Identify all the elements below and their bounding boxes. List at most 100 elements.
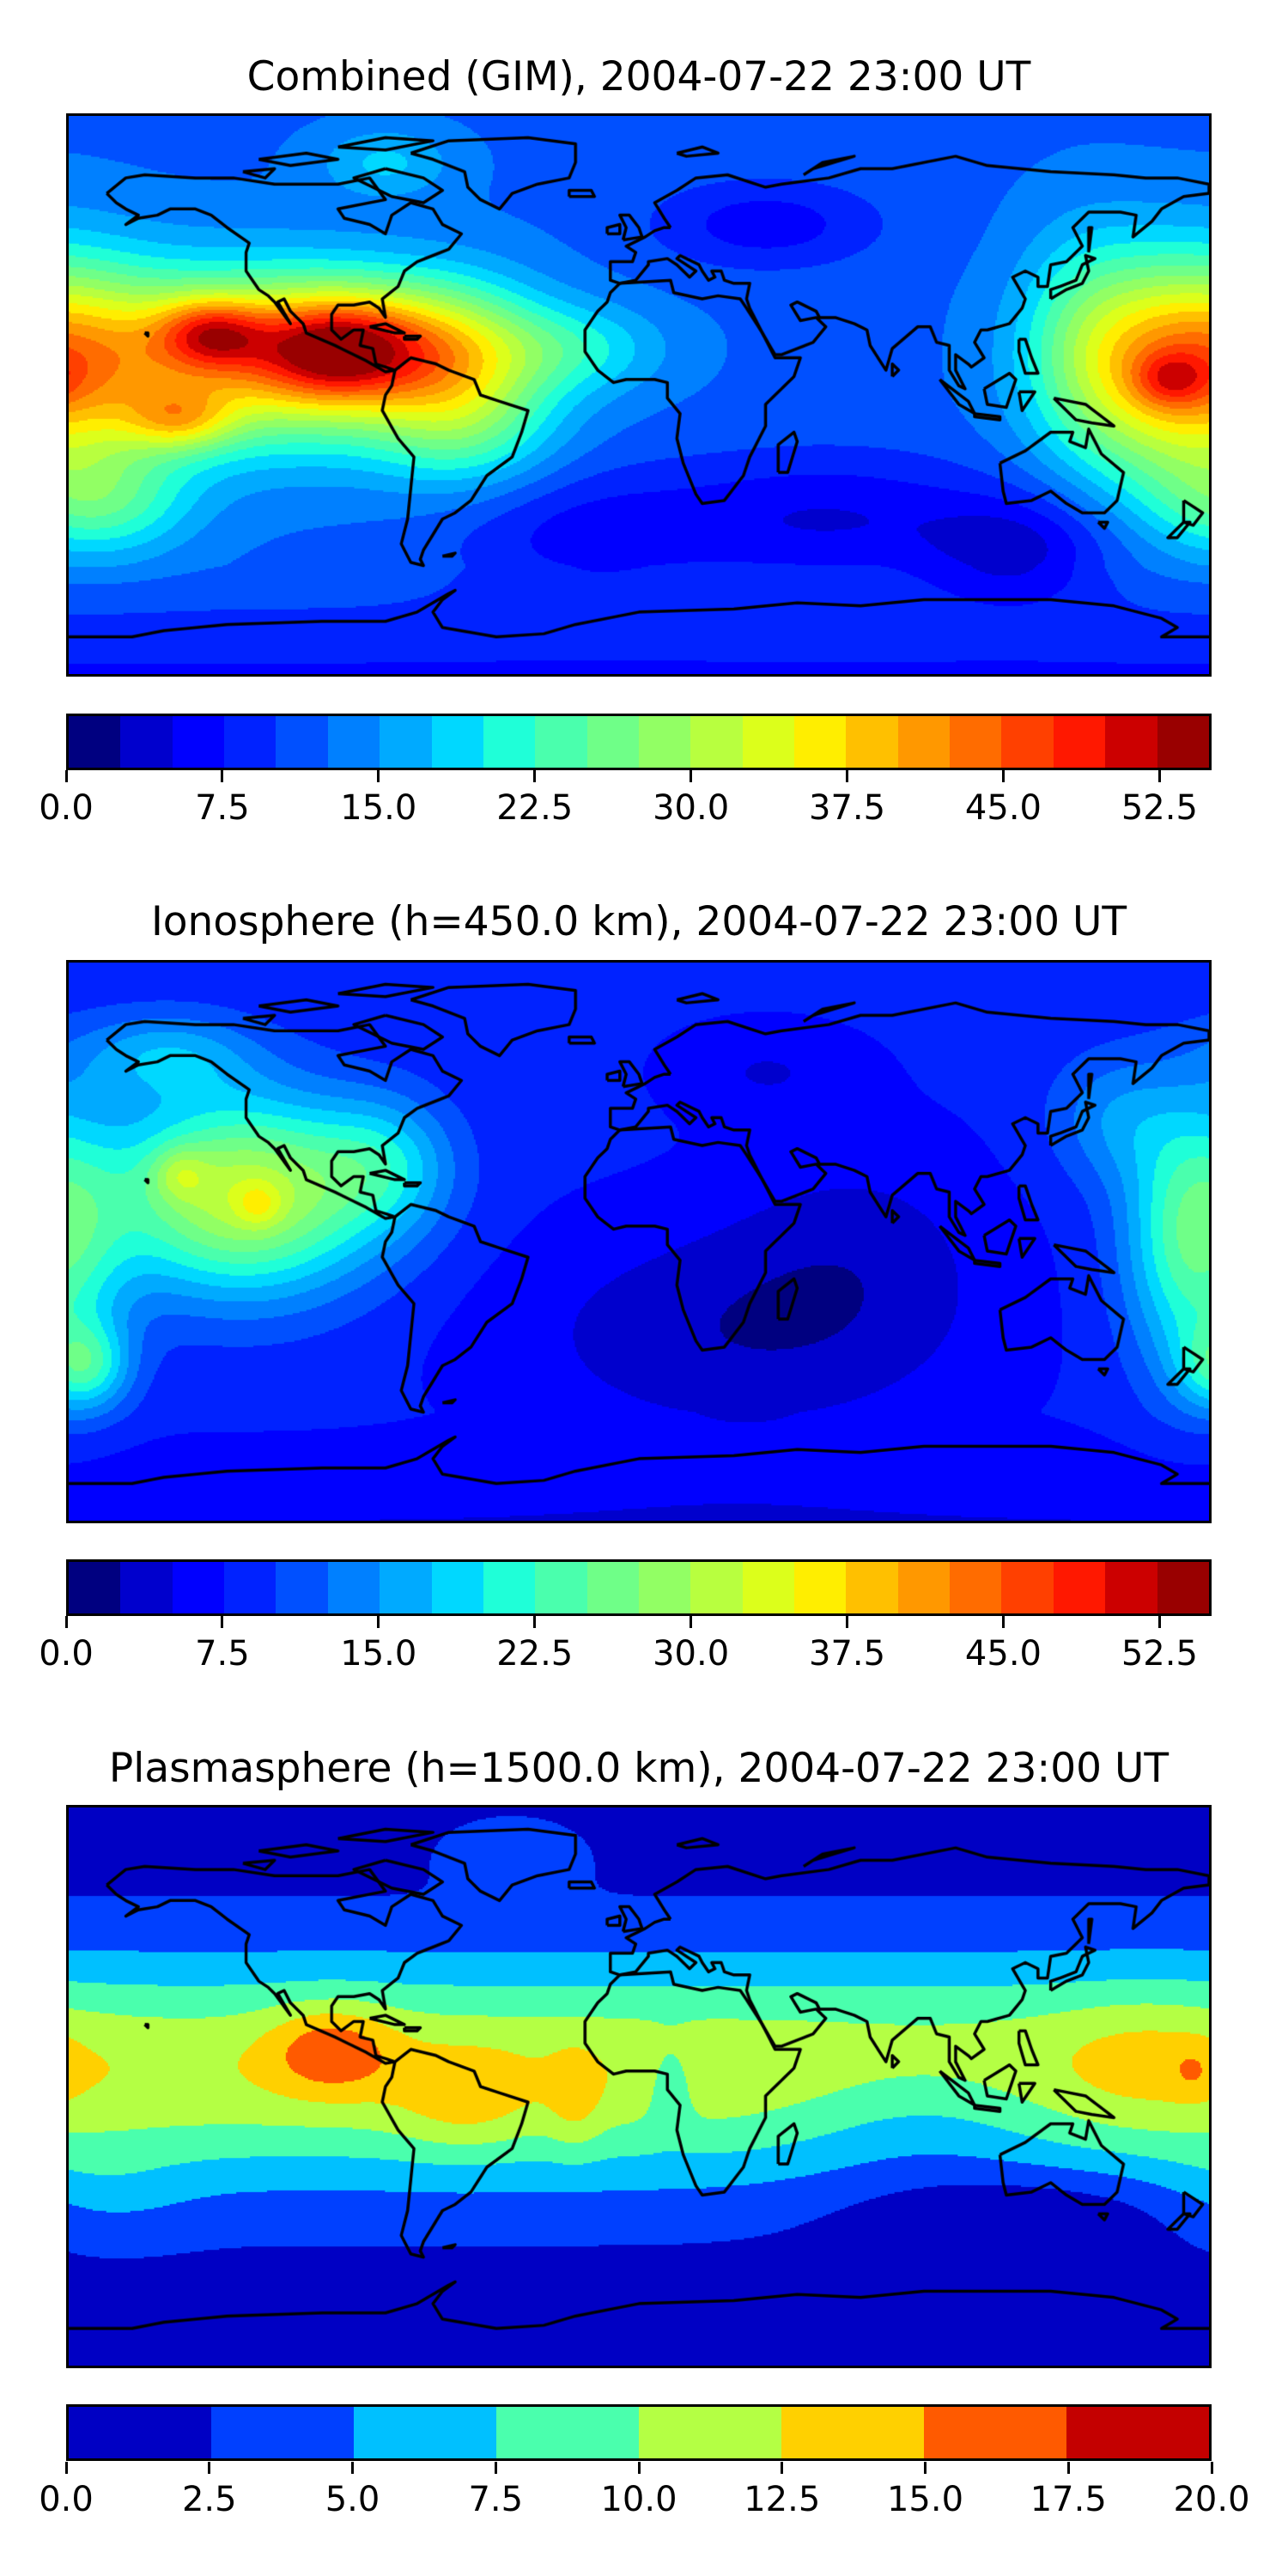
colorbar-tick-mark [637,2462,641,2474]
colorbar-swatch [69,1562,121,1613]
colorbar-swatch [950,1562,1002,1613]
colorbar-combined [66,714,1212,770]
colorbar-swatch [224,716,276,768]
colorbar-swatch [120,1562,173,1613]
colorbar-tick-label: 0.0 [39,2480,94,2519]
colorbar-tick-label: 45.0 [964,788,1042,828]
colorbar-tick-label: 45.0 [964,1634,1042,1674]
colorbar-swatch [327,716,380,768]
colorbar-swatch [742,1562,795,1613]
colorbar-tick-mark [208,2462,211,2474]
colorbar-tick-label: 10.0 [600,2480,677,2519]
colorbar-swatch [431,716,483,768]
panel-title-plasmasphere: Plasmasphere (h=1500.0 km), 2004-07-22 2… [108,1745,1170,1792]
colorbar-tick-label: 30.0 [653,1634,730,1674]
colorbar-tick-label: 20.0 [1173,2480,1250,2519]
colorbar-tick-mark [494,2462,497,2474]
colorbar-swatch [211,2407,354,2458]
colorbar-tick-mark [1001,1616,1005,1628]
colorbar-swatch [924,2407,1066,2458]
colorbar-swatch [1001,716,1054,768]
map-combined-gim [66,113,1212,677]
colorbar-swatch [535,1562,587,1613]
colorbar-swatch [69,716,121,768]
colorbar-tick-label: 15.0 [340,1634,417,1674]
colorbar-tick-label: 0.0 [39,788,94,828]
colorbar-tick-label: 52.5 [1121,788,1198,828]
colorbar-swatch [483,1562,536,1613]
colorbar-tick-mark [846,770,849,782]
colorbar-tick-mark [846,1616,849,1628]
colorbar-tick-mark [1210,2462,1213,2474]
colorbar-swatch [483,716,536,768]
colorbar-ticks-plasmasphere: 0.0 2.5 5.0 7.5 10.0 12.5 15.0 17.5 20.0 [39,2462,1250,2522]
colorbar-swatch [897,1562,951,1613]
colorbar-swatch [639,2407,781,2458]
colorbar-swatch [1001,1562,1054,1613]
colorbar-tick-label: 7.5 [468,2480,524,2519]
colorbar-swatch [846,1562,898,1613]
colorbar-tick-label: 7.5 [195,788,250,828]
colorbar-ticks-combined: 0.0 7.5 15.0 22.5 30.0 37.5 45.0 52.5 [39,770,1212,830]
colorbar-swatch [794,716,847,768]
colorbar-tick-label: 30.0 [653,788,730,828]
colorbar-swatch [535,716,587,768]
colorbar-swatch [638,716,691,768]
colorbar-tick-mark [351,2462,354,2474]
colorbar-swatch [354,2407,496,2458]
tec-contour-canvas [69,116,1209,674]
colorbar-tick-mark [1001,770,1005,782]
colorbar-swatch [742,716,795,768]
colorbar-tick-mark [533,770,537,782]
colorbar-tick-label: 7.5 [195,1634,250,1674]
colorbar-tick-label: 37.5 [809,1634,886,1674]
colorbar-tick-mark [1157,770,1161,782]
colorbar-swatch [1053,716,1106,768]
colorbar-swatch [276,1562,328,1613]
colorbar-swatch [327,1562,380,1613]
colorbar-swatch [1053,1562,1106,1613]
colorbar-swatch [380,1562,432,1613]
colorbar-tick-mark [377,1616,380,1628]
colorbar-tick-label: 37.5 [809,788,886,828]
colorbar-swatch [950,716,1002,768]
tec-contour-canvas [69,1807,1209,2366]
colorbar-ionosphere [66,1559,1212,1616]
colorbar-swatch [586,716,639,768]
colorbar-swatch [1105,716,1157,768]
colorbar-tick-label: 0.0 [39,1634,94,1674]
panel-title-ionosphere: Ionosphere (h=450.0 km), 2004-07-22 23:0… [150,898,1127,945]
colorbar-swatch [846,716,898,768]
map-ionosphere [66,960,1212,1523]
colorbar-tick-mark [533,1616,537,1628]
colorbar-tick-label: 5.0 [325,2480,380,2519]
colorbar-swatch [380,716,432,768]
colorbar-tick-mark [924,2462,927,2474]
colorbar-tick-mark [64,1616,68,1628]
map-plasmasphere [66,1805,1212,2368]
colorbar-swatch [172,716,225,768]
colorbar-swatch [120,716,173,768]
colorbar-tick-mark [690,1616,693,1628]
colorbar-plasmasphere [66,2404,1212,2461]
colorbar-swatch [586,1562,639,1613]
colorbar-swatch [690,1562,743,1613]
colorbar-ticks-ionosphere: 0.0 7.5 15.0 22.5 30.0 37.5 45.0 52.5 [39,1616,1212,1676]
colorbar-swatch [1157,716,1209,768]
colorbar-swatch [690,716,743,768]
colorbar-tick-mark [64,770,68,782]
colorbar-tick-label: 17.5 [1030,2480,1107,2519]
colorbar-swatch [1105,1562,1157,1613]
colorbar-tick-label: 15.0 [340,788,417,828]
colorbar-tick-label: 22.5 [496,788,574,828]
colorbar-swatch [69,2407,211,2458]
colorbar-swatch [172,1562,225,1613]
colorbar-tick-label: 15.0 [886,2480,964,2519]
colorbar-tick-label: 52.5 [1121,1634,1198,1674]
colorbar-swatch [224,1562,276,1613]
colorbar-swatch [781,2407,924,2458]
colorbar-tick-mark [1157,1616,1161,1628]
colorbar-tick-mark [221,770,224,782]
colorbar-swatch [496,2407,639,2458]
colorbar-tick-mark [690,770,693,782]
